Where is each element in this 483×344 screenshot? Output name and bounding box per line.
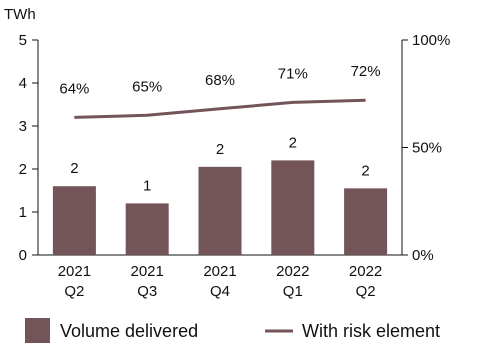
- line-data-label: 71%: [278, 65, 308, 82]
- y-left-tick-label: 0: [19, 247, 27, 264]
- bar-data-label: 1: [143, 177, 151, 194]
- y-left-tick-label: 3: [19, 118, 27, 135]
- bar: [271, 160, 315, 255]
- bar-series: [52, 160, 388, 255]
- bar: [52, 186, 96, 255]
- line-data-label: 68%: [205, 72, 235, 89]
- line-data-label: 72%: [351, 63, 381, 80]
- x-tick-label-quarter: Q2: [64, 283, 84, 300]
- bar: [198, 166, 242, 255]
- x-tick-label-quarter: Q1: [283, 283, 303, 300]
- x-tick-label-year: 2021: [203, 263, 236, 280]
- bar-data-label: 2: [289, 134, 297, 151]
- x-tick-label-quarter: Q3: [137, 283, 157, 300]
- legend-label-risk: With risk element: [302, 321, 440, 341]
- y-right-tick-label: 100%: [412, 32, 450, 49]
- legend-swatch-bar: [25, 318, 50, 343]
- y-left-tick-label: 5: [19, 32, 27, 49]
- legend-label-volume: Volume delivered: [60, 321, 198, 341]
- bar: [344, 188, 388, 255]
- bar-data-label: 2: [70, 160, 78, 177]
- bar: [125, 203, 169, 255]
- bar-data-label: 2: [361, 162, 369, 179]
- data-labels: 2 1 2 2 2 64% 65% 68% 71% 72%: [59, 63, 380, 194]
- legend: Volume delivered With risk element: [25, 318, 440, 343]
- axes: TWh0123450%50%100%2021Q22021Q32021Q42022…: [4, 6, 450, 300]
- y-left-tick-label: 2: [19, 161, 27, 178]
- y-right-tick-label: 50%: [412, 140, 442, 157]
- y-left-tick-label: 4: [19, 75, 27, 92]
- x-tick-label-year: 2022: [349, 263, 382, 280]
- y-axis-unit-label: TWh: [4, 6, 36, 23]
- x-tick-label-year: 2022: [276, 263, 309, 280]
- line-data-label: 65%: [132, 78, 162, 95]
- x-tick-label-year: 2021: [131, 263, 164, 280]
- line-data-label: 64%: [59, 80, 89, 97]
- bar-data-label: 2: [216, 141, 224, 158]
- x-tick-label-year: 2021: [58, 263, 91, 280]
- x-tick-label-quarter: Q2: [356, 283, 376, 300]
- y-left-tick-label: 1: [19, 204, 27, 221]
- line-series: [74, 98, 366, 119]
- y-right-tick-label: 0%: [412, 247, 434, 264]
- x-tick-label-quarter: Q4: [210, 283, 230, 300]
